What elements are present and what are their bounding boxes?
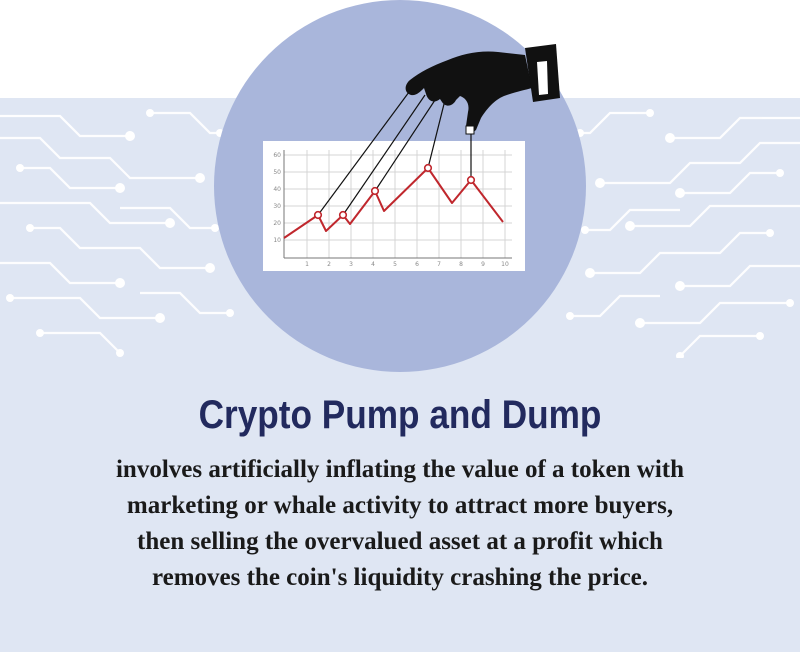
description-line: then selling the overvalued asset at a p… xyxy=(137,528,663,555)
y-tick: 20 xyxy=(273,220,281,227)
y-tick: 40 xyxy=(273,186,281,193)
puppeteer-hand-icon xyxy=(405,44,560,135)
description-line: involves artificially inflating the valu… xyxy=(115,456,685,483)
page-title: Crypto Pump and Dump xyxy=(198,393,602,437)
x-tick: 10 xyxy=(501,261,509,268)
x-tick: 8 xyxy=(459,261,463,268)
y-tick: 60 xyxy=(273,152,281,159)
y-tick: 50 xyxy=(273,169,281,176)
x-tick: 5 xyxy=(393,261,397,268)
y-tick: 30 xyxy=(273,203,281,210)
x-tick: 1 xyxy=(305,261,309,268)
x-tick: 9 xyxy=(481,261,485,268)
x-tick: 7 xyxy=(437,261,441,268)
description-line: removes the coin's liquidity crashing th… xyxy=(151,564,649,591)
x-tick: 3 xyxy=(349,261,353,268)
x-tick: 6 xyxy=(415,261,419,268)
x-tick: 2 xyxy=(327,261,331,268)
description-line: marketing or whale activity to attract m… xyxy=(126,492,674,519)
y-tick: 10 xyxy=(273,237,281,244)
circuit-pattern-icon xyxy=(0,109,800,358)
x-tick: 4 xyxy=(371,261,375,268)
pump-dump-illustration: 60 50 40 30 20 10 1 2 3 4 5 6 7 8 9 10 xyxy=(263,44,560,271)
description: involves artificially inflating the valu… xyxy=(40,452,760,596)
